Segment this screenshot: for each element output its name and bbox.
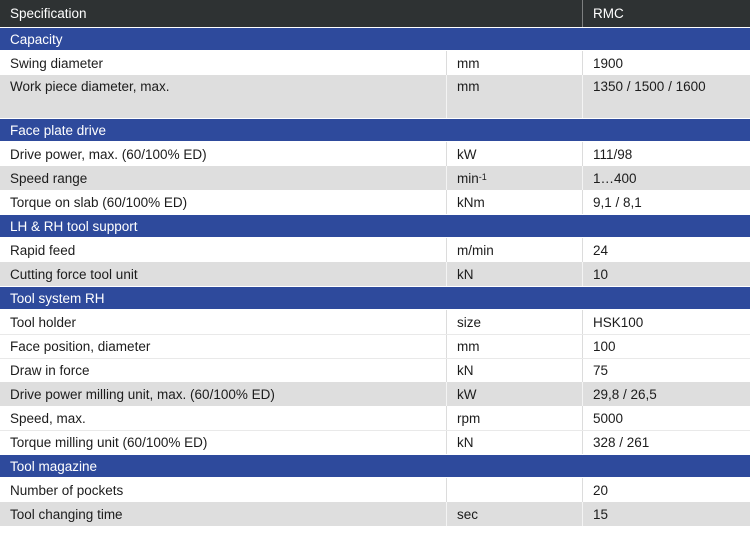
table-row: Torque on slab (60/100% ED) kNm 9,1 / 8,1 (0, 190, 750, 214)
section-header: Tool magazine (0, 454, 750, 478)
table-row: Speed range min -1 1…400 (0, 166, 750, 190)
unit-text: size (457, 314, 482, 330)
section-title: Tool magazine (10, 458, 98, 474)
unit-text: kN (457, 266, 474, 282)
spec-label: Draw in force (10, 363, 90, 378)
unit-cell (446, 478, 582, 502)
unit-text: rpm (457, 410, 481, 426)
table-body: Capacity Swing diameter mm 1900 Work piece d… (0, 27, 750, 526)
unit-cell: m/min (446, 238, 582, 262)
unit-cell: mm (446, 75, 582, 118)
section-title: Tool system RH (10, 290, 105, 306)
unit-cell: kNm (446, 190, 582, 214)
column-header-rmc: RMC (582, 0, 750, 27)
table-row: Tool holder size HSK100 (0, 310, 750, 334)
value-cell: HSK100 (582, 310, 750, 334)
value-cell: 10 (582, 262, 750, 286)
section-title: Capacity (10, 31, 63, 47)
spec-label: Work piece diameter, max. (10, 79, 170, 94)
spec-label: Speed, max. (10, 410, 86, 426)
section-header: Face plate drive (0, 118, 750, 142)
spec-label: Cutting force tool unit (10, 266, 138, 282)
unit-cell: sec (446, 502, 582, 526)
unit-cell: kW (446, 142, 582, 166)
unit-text: mm (457, 55, 480, 71)
unit-cell: mm (446, 335, 582, 358)
value-cell: 29,8 / 26,5 (582, 382, 750, 406)
table-row: Cutting force tool unit kN 10 (0, 262, 750, 286)
value-cell: 20 (582, 478, 750, 502)
unit-text: kN (457, 435, 474, 450)
value-cell: 9,1 / 8,1 (582, 190, 750, 214)
unit-cell: rpm (446, 406, 582, 430)
value-cell: 1900 (582, 51, 750, 75)
value-cell: 100 (582, 335, 750, 358)
column-header-specification: Specification (10, 6, 87, 21)
value-cell: 111/98 (582, 142, 750, 166)
unit-text: mm (457, 339, 480, 354)
unit-cell: kN (446, 359, 582, 382)
value-cell: 1…400 (582, 166, 750, 190)
table-row: Speed, max. rpm 5000 (0, 406, 750, 430)
value-cell: 15 (582, 502, 750, 526)
section-header: LH & RH tool support (0, 214, 750, 238)
spec-label: Tool holder (10, 314, 77, 330)
value-cell: 75 (582, 359, 750, 382)
table-row: Torque milling unit (60/100% ED) kN 328 / … (0, 430, 750, 454)
unit-text: min (457, 170, 479, 186)
unit-text: sec (457, 506, 479, 522)
table-row: Drive power, max. (60/100% ED) kW 111/98 (0, 142, 750, 166)
spec-label: Rapid feed (10, 242, 76, 258)
spec-label: Number of pockets (10, 482, 124, 498)
unit-text: kNm (457, 194, 485, 210)
unit-superscript: -1 (478, 171, 487, 182)
section-title: LH & RH tool support (10, 218, 138, 234)
value-cell: 1350 / 1500 / 1600 (582, 75, 750, 118)
table-row: Draw in force kN 75 (0, 358, 750, 382)
unit-text: mm (457, 79, 480, 94)
unit-text: m/min (457, 242, 494, 258)
unit-text: kW (457, 386, 477, 402)
spec-label: Swing diameter (10, 55, 104, 71)
unit-text: kW (457, 146, 477, 162)
table-row: Rapid feed m/min 24 (0, 238, 750, 262)
unit-text: kN (457, 363, 474, 378)
unit-cell: size (446, 310, 582, 334)
spec-label: Torque on slab (60/100% ED) (10, 194, 188, 210)
spec-label: Drive power, max. (60/100% ED) (10, 146, 207, 162)
value-cell: 5000 (582, 406, 750, 430)
unit-cell: min -1 (446, 166, 582, 190)
table-row: Drive power milling unit, max. (60/100% … (0, 382, 750, 406)
value-cell: 328 / 261 (582, 431, 750, 454)
spec-label: Tool changing time (10, 506, 123, 522)
unit-cell: kN (446, 262, 582, 286)
section-header: Tool system RH (0, 286, 750, 310)
section-header: Capacity (0, 27, 750, 51)
table-row: Tool changing time sec 15 (0, 502, 750, 526)
unit-cell: kN (446, 431, 582, 454)
section-title: Face plate drive (10, 122, 107, 138)
table-header-row: Specification RMC (0, 0, 750, 27)
table-row: Number of pockets 20 (0, 478, 750, 502)
spec-label: Speed range (10, 170, 88, 186)
table-row: Work piece diameter, max. mm 1350 / 1500 /… (0, 75, 750, 118)
spec-label: Drive power milling unit, max. (60/100% … (10, 386, 275, 402)
table-row: Face position, diameter mm 100 (0, 334, 750, 358)
unit-cell: kW (446, 382, 582, 406)
table-row: Swing diameter mm 1900 (0, 51, 750, 75)
value-cell: 24 (582, 238, 750, 262)
spec-label: Torque milling unit (60/100% ED) (10, 435, 208, 450)
unit-cell: mm (446, 51, 582, 75)
spec-label: Face position, diameter (10, 339, 151, 354)
